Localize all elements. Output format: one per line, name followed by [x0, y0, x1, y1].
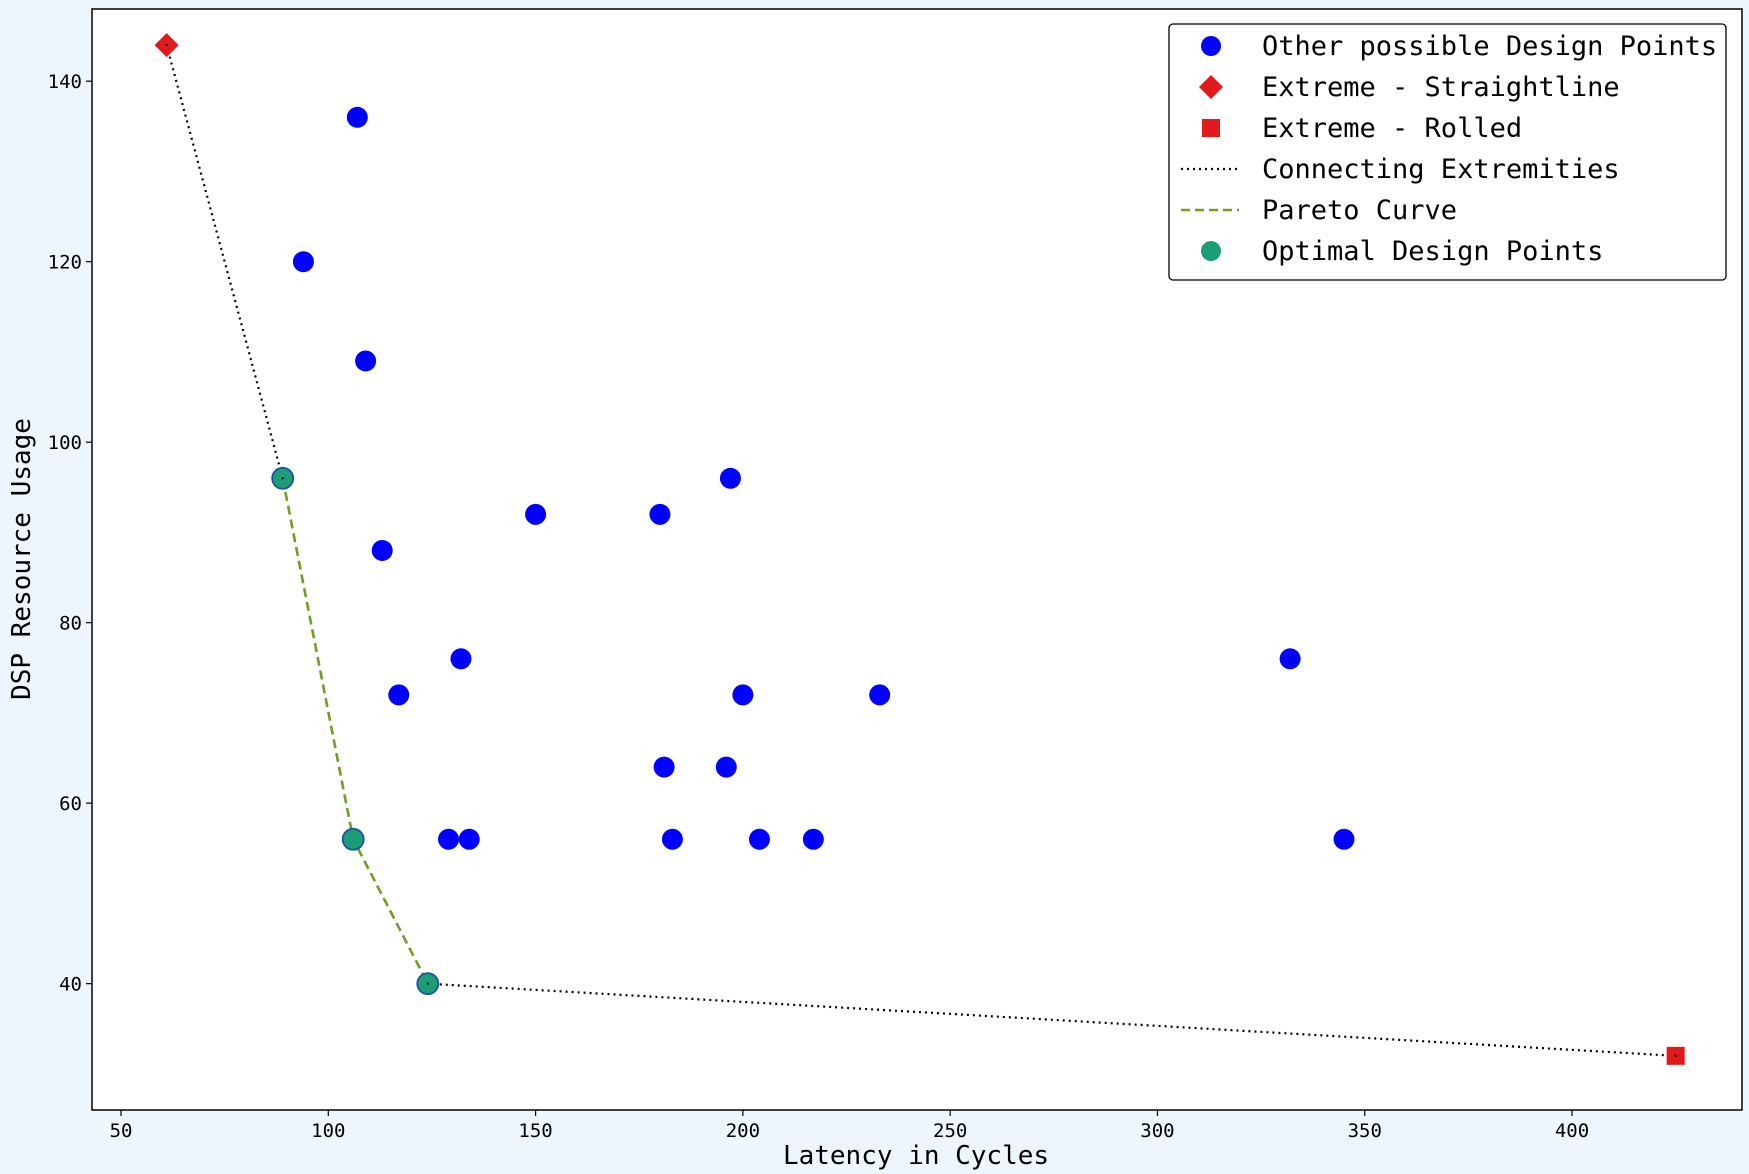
design-point — [802, 828, 824, 850]
legend-entry-label: Optimal Design Points — [1262, 236, 1603, 267]
y-tick-label: 140 — [48, 71, 82, 93]
x-tick-label: 300 — [1140, 1120, 1174, 1142]
design-point — [869, 684, 891, 706]
design-point — [292, 251, 314, 273]
legend-symbol — [1201, 241, 1221, 261]
design-point — [748, 828, 770, 850]
legend-symbol — [1202, 119, 1220, 137]
connecting-extremities-line — [165, 44, 284, 479]
legend-entry-label: Extreme - Straightline — [1262, 72, 1620, 103]
y-tick-label: 100 — [48, 432, 82, 454]
design-point — [388, 684, 410, 706]
legend-entry-label: Pareto Curve — [1262, 195, 1457, 226]
design-point — [458, 828, 480, 850]
optimal-design-point — [341, 827, 365, 851]
x-tick-label: 50 — [110, 1120, 133, 1142]
design-point — [450, 648, 472, 670]
design-point — [649, 503, 671, 525]
line-endpoint-dot — [1674, 1054, 1677, 1058]
y-tick-label: 40 — [59, 974, 82, 996]
x-tick-label: 250 — [933, 1120, 967, 1142]
x-tick-label: 350 — [1348, 1120, 1382, 1142]
x-tick-label: 100 — [311, 1120, 345, 1142]
design-point — [371, 539, 393, 561]
line-endpoint-dot — [281, 477, 284, 480]
x-tick-label: 150 — [518, 1120, 552, 1142]
legend-entry-label: Connecting Extremities — [1262, 154, 1620, 185]
legend-entry-label: Extreme - Rolled — [1262, 113, 1522, 144]
design-point — [732, 684, 754, 706]
x-axis-ticks: 50 100 150 200 250 300 350 400 — [110, 1110, 1589, 1142]
y-tick-label: 80 — [59, 613, 82, 635]
legend-entry-label: Other possible Design Points — [1262, 31, 1717, 62]
legend-box — [1168, 23, 1727, 281]
design-point — [661, 828, 683, 850]
y-tick-label: 60 — [59, 793, 82, 815]
legend-symbol — [1199, 75, 1223, 99]
design-point — [715, 756, 737, 778]
design-point — [719, 467, 741, 489]
x-axis-label: Latency in Cycles — [783, 1141, 1049, 1171]
y-axis-ticks: 40 60 80 100 120 140 — [48, 71, 92, 996]
design-point — [346, 106, 368, 128]
design-point — [1279, 648, 1301, 670]
design-point — [653, 756, 675, 778]
line-endpoint-dot — [165, 43, 168, 47]
legend-symbol — [1201, 36, 1221, 56]
design-point — [438, 828, 460, 850]
y-axis-label: DSP Resource Usage — [7, 418, 37, 700]
legend: Other possible Design Points Extreme - St… — [1168, 23, 1727, 281]
design-point — [525, 503, 547, 525]
design-point — [355, 350, 377, 372]
design-point — [1333, 828, 1355, 850]
connecting-extremities-line — [427, 982, 1676, 1057]
line-endpoint-dot — [426, 982, 430, 985]
x-tick-label: 400 — [1555, 1120, 1589, 1142]
series-markers — [154, 33, 1685, 1065]
x-tick-label: 200 — [726, 1120, 760, 1142]
y-tick-label: 120 — [48, 252, 82, 274]
